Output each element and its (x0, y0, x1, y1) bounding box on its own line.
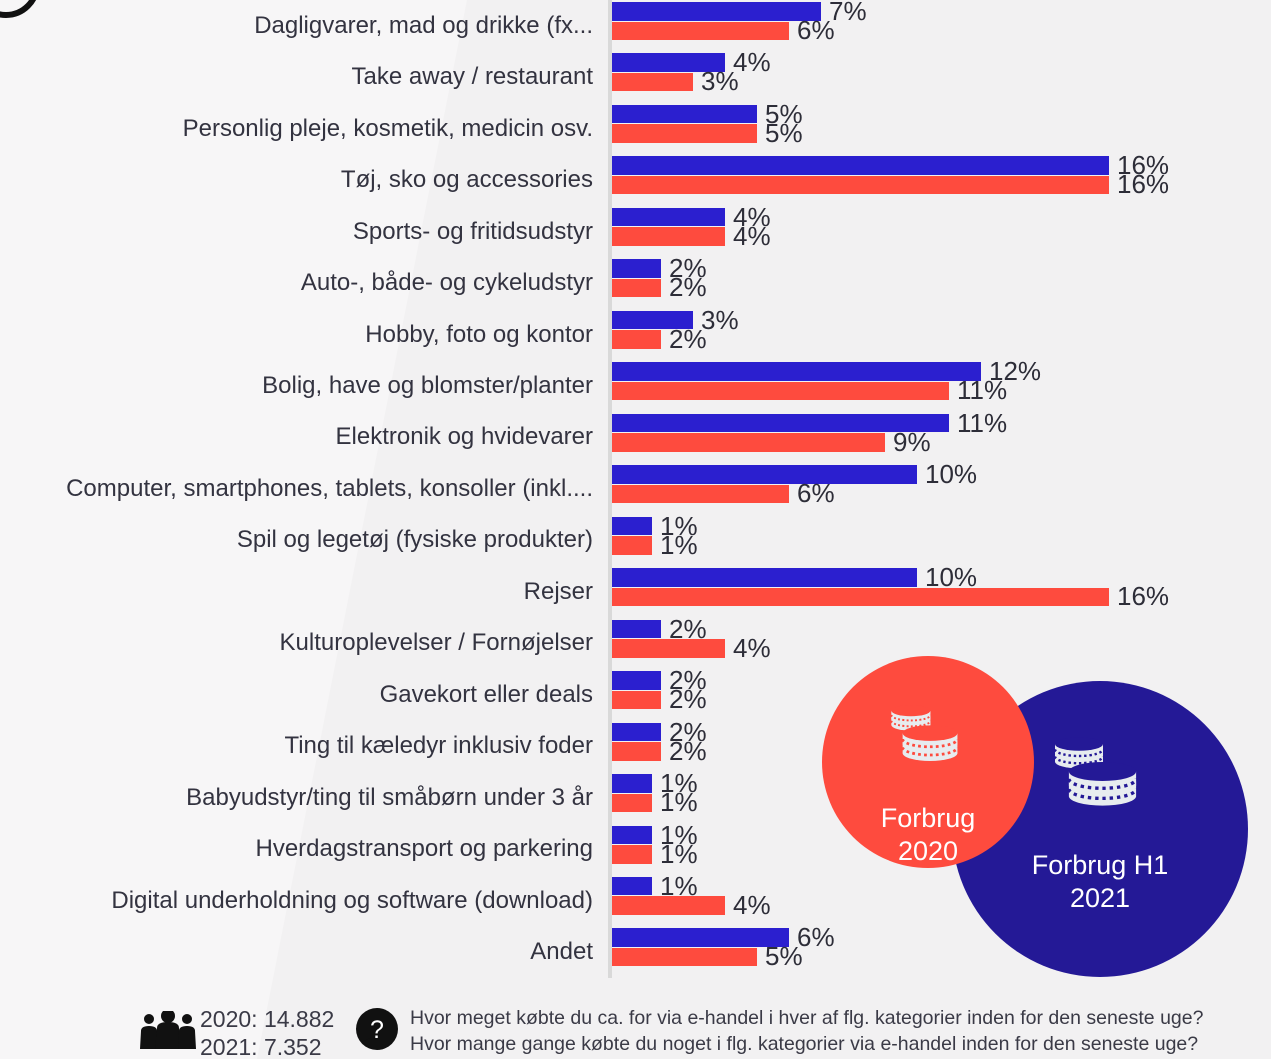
svg-text:?: ? (370, 1016, 384, 1044)
